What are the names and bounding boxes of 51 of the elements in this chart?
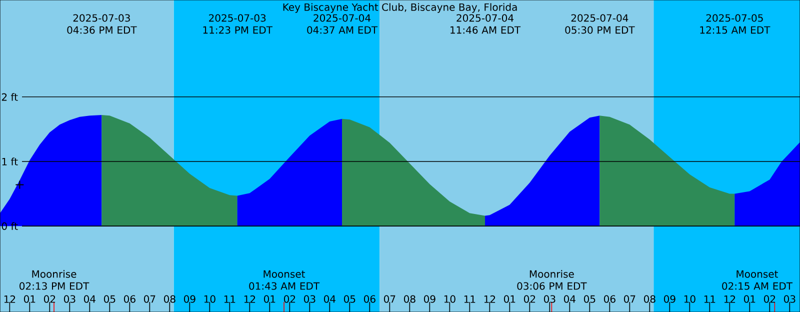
x-tick-label: 12 (244, 295, 256, 303)
x-tick-label: 11 (224, 296, 236, 303)
y-tick-label: 2 ft (2, 93, 18, 101)
x-tick-label: 03 (784, 295, 796, 303)
x-tick-label: 05 (104, 295, 116, 303)
x-tick-label: 06 (124, 295, 136, 303)
x-tick-label: 09 (424, 295, 436, 303)
x-tick-label: 05 (584, 295, 596, 303)
x-tick-label: 10 (204, 295, 216, 303)
x-tick-label: 03 (544, 295, 556, 303)
x-tick-label: 02 (524, 295, 536, 303)
x-tick-label: 04 (324, 295, 336, 303)
x-tick-label: 12 (484, 295, 496, 303)
x-tick-label: 04 (84, 295, 96, 303)
x-tick-label: 01 (504, 295, 516, 303)
x-tick-label: 10 (444, 295, 456, 303)
x-tick-label: 01 (264, 295, 276, 303)
x-tick-label: 02 (764, 295, 776, 303)
ref-line-label: Moonrise 03:06 PM EDT (517, 270, 587, 290)
y-tick-label: 1 ft (2, 158, 18, 166)
annotation: 2025-07-05 12:15 AM EDT (700, 14, 770, 34)
x-tick-label: 05 (344, 295, 356, 303)
annotation: 2025-07-03 04:36 PM EDT (67, 14, 137, 34)
ref-line-label: Moonset 01:43 AM EDT (249, 270, 320, 290)
annotation: 2025-07-04 05:30 PM EDT (565, 14, 635, 34)
annotation: 2025-07-04 11:46 AM EDT (450, 14, 521, 34)
x-tick-label: 01 (744, 295, 756, 303)
x-tick-label: 09 (664, 295, 676, 303)
ref-line-label: Moonrise 02:13 PM EDT (20, 270, 90, 290)
x-tick-label: 11 (704, 296, 716, 303)
x-tick-label: 07 (384, 295, 396, 303)
ref-line-label: Moonset 02:15 AM EDT (722, 270, 793, 290)
x-tick-label: 07 (144, 295, 156, 303)
annotation: 2025-07-03 11:23 PM EDT (203, 14, 272, 34)
x-tick-label: 03 (304, 295, 316, 303)
x-tick-label: 07 (624, 295, 636, 303)
x-tick-label: 06 (364, 295, 376, 303)
x-tick-label: 10 (684, 295, 696, 303)
x-tick-label: 01 (24, 295, 36, 303)
x-tick-label: 02 (284, 295, 296, 303)
x-tick-label: 08 (404, 295, 416, 303)
annotation: 2025-07-04 04:37 AM EDT (307, 14, 378, 34)
x-tick-label: 06 (604, 295, 616, 303)
x-tick-label: 12 (4, 295, 16, 303)
x-tick-label: 09 (184, 295, 196, 303)
x-tick-label: 11 (464, 296, 476, 303)
x-tick-label: 12 (724, 295, 736, 303)
x-tick-label: 02 (44, 295, 56, 303)
x-tick-label: 04 (564, 295, 576, 303)
x-tick-label: 03 (64, 295, 76, 303)
chart-title: Key Biscayne Yacht Club, Biscayne Bay, Florida (283, 3, 517, 13)
